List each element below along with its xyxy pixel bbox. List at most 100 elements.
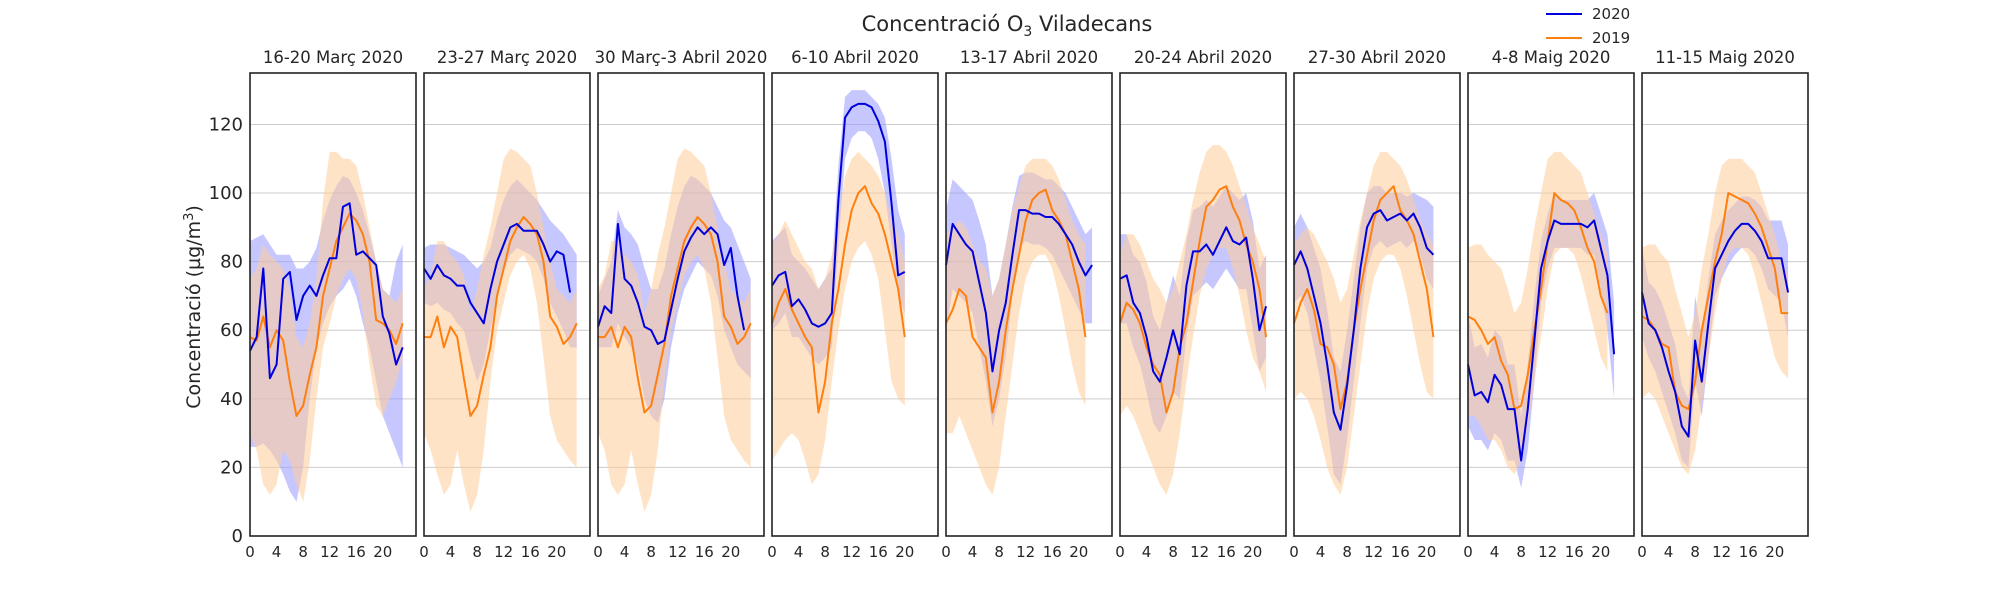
panel-title: 4-8 Maig 2020 [1492,48,1611,67]
panel-frame [771,72,939,537]
x-tick-label: 0 [1637,543,1647,561]
series-2019-line [249,212,404,417]
panel-title: 20-24 Abril 2020 [1134,48,1272,67]
panel-frame [597,72,765,537]
series-2019-line [1293,185,1435,411]
legend: 2020 2019 [1546,5,1630,47]
x-tick-label: 4 [1490,543,1500,561]
series-2019-line [424,216,578,417]
band-2019 [1642,158,1789,475]
panel-frame [945,72,1113,537]
panel-title: 11-15 Maig 2020 [1655,48,1795,67]
x-tick-label: 0 [1463,543,1473,561]
series-2020-line [597,222,746,345]
x-tick-label: 0 [767,543,777,561]
x-tick-label: 0 [245,543,255,561]
x-tick-label: 16 [347,543,366,561]
x-tick-label: 16 [1217,543,1236,561]
panel-frame [1467,72,1635,537]
panel-5: 13-17 Abril 2020 0 4 8 12 16 20 [941,48,1113,561]
x-tick-label: 0 [593,543,603,561]
panel-7: 27-30 Abril 2020 0 4 8 12 16 20 [1289,48,1461,561]
x-tick-label: 20 [721,543,740,561]
series-2019-line [771,185,906,414]
x-tick-label: 20 [1591,543,1610,561]
x-tick-label: 12 [494,543,513,561]
panel-title: 16-20 Març 2020 [263,48,403,67]
panel-title: 13-17 Abril 2020 [960,48,1098,67]
panel-title: 27-30 Abril 2020 [1308,48,1446,67]
band-2019 [772,151,905,485]
series-2019-line [1119,185,1268,414]
series-2019-line [598,216,752,414]
x-tick-label: 20 [895,543,914,561]
x-tick-label: 8 [820,543,830,561]
y-tick-label: 120 [209,114,243,135]
x-tick-label: 12 [1016,543,1035,561]
x-tick-label: 12 [842,543,861,561]
x-tick-label: 4 [272,543,282,561]
y-tick-label: 0 [232,526,243,547]
panel-frame [1641,72,1809,537]
x-tick-label: 4 [968,543,978,561]
y-tick-label: 100 [209,183,243,204]
band-2019 [250,151,403,502]
series-2020-line [945,209,1093,373]
x-tick-label: 20 [373,543,392,561]
x-tick-label: 12 [1364,543,1383,561]
series-2020-line [423,222,572,325]
x-tick-label: 8 [472,543,482,561]
x-tick-label: 12 [1712,543,1731,561]
y-tick-label: 60 [220,320,243,341]
x-tick-label: 0 [419,543,429,561]
panel-title: 6-10 Abril 2020 [791,48,919,67]
panel-frame [1119,72,1287,537]
series-2020-line [1641,222,1790,438]
x-tick-label: 20 [1417,543,1436,561]
panel-frame [249,72,417,537]
panel-title: 23-27 Març 2020 [437,48,577,67]
panel-9: 11-15 Maig 2020 0 4 8 12 16 20 [1637,48,1809,561]
series-2020-line [249,202,404,380]
x-tick-label: 8 [1342,543,1352,561]
x-tick-label: 12 [668,543,687,561]
panel-title: 30 Març-3 Abril 2020 [595,48,768,67]
y-tick-label: 20 [220,457,243,478]
x-tick-label: 8 [298,543,308,561]
series-2020-line [1119,226,1268,383]
x-tick-label: 16 [695,543,714,561]
x-tick-label: 8 [994,543,1004,561]
x-tick-label: 8 [646,543,656,561]
legend-2020-label: 2020 [1592,5,1630,23]
legend-2019-label: 2019 [1592,29,1630,47]
panel-8: 4-8 Maig 2020 0 4 8 12 16 20 [1463,48,1635,561]
y-tick-label: 80 [220,252,243,273]
x-tick-label: 0 [1289,543,1299,561]
x-tick-label: 20 [1069,543,1088,561]
panel-3: 30 Març-3 Abril 2020 0 4 8 12 16 20 [593,48,767,561]
panel-frame [423,72,591,537]
series-2020-line [1467,219,1616,462]
x-tick-label: 12 [1538,543,1557,561]
x-tick-label: 4 [446,543,456,561]
band-2019 [946,158,1086,495]
band-2019 [1294,151,1434,495]
x-tick-label: 20 [547,543,566,561]
x-tick-label: 12 [1190,543,1209,561]
panel-frame [1293,72,1461,537]
x-tick-label: 16 [869,543,888,561]
x-tick-label: 16 [1391,543,1410,561]
x-tick-label: 20 [1243,543,1262,561]
x-tick-label: 12 [320,543,339,561]
series-2020-line [1293,209,1435,431]
panel-6: 20-24 Abril 2020 0 4 8 12 16 20 [1115,48,1287,561]
x-tick-label: 16 [1565,543,1584,561]
x-tick-label: 8 [1516,543,1526,561]
x-tick-label: 8 [1690,543,1700,561]
x-tick-label: 16 [521,543,540,561]
panel-2: 23-27 Març 2020 0 4 8 12 16 20 [419,48,591,561]
x-tick-label: 4 [620,543,630,561]
x-tick-label: 20 [1765,543,1784,561]
